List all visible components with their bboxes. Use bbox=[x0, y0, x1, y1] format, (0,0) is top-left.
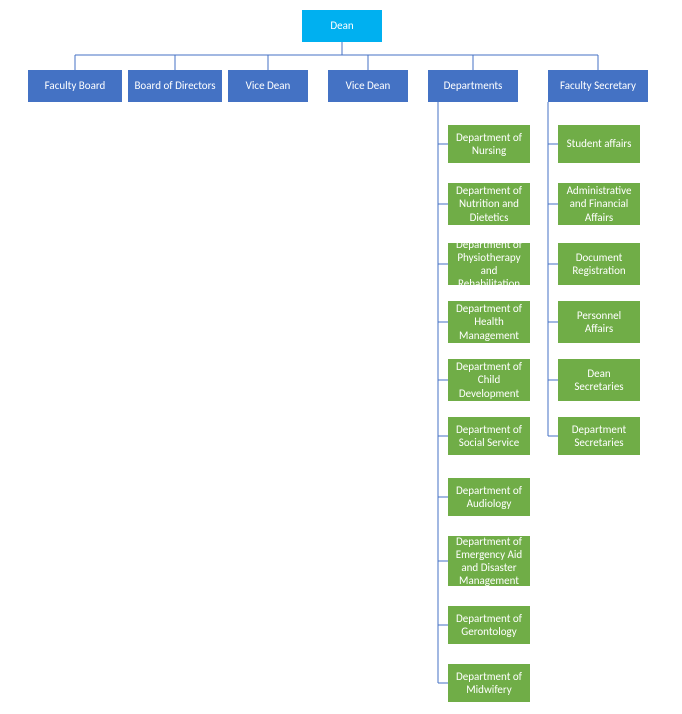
org-node: Department of Gerontology bbox=[448, 606, 530, 644]
org-node: Department of Audiology bbox=[448, 478, 530, 516]
org-node: Department of Nutrition and Dietetics bbox=[448, 183, 530, 225]
org-node: Department of Social Service bbox=[448, 417, 530, 455]
org-node: Administrative and Financial Affairs bbox=[558, 183, 640, 225]
org-node: Vice Dean bbox=[328, 70, 408, 102]
org-node: Board of Directors bbox=[128, 70, 222, 102]
org-node: Document Registration bbox=[558, 243, 640, 285]
org-node: Dean bbox=[302, 10, 382, 42]
org-node: Student affairs bbox=[558, 125, 640, 163]
org-node: Department of Physiotherapy and Rehabili… bbox=[448, 243, 530, 285]
org-node: Faculty Secretary bbox=[548, 70, 648, 102]
org-node: Vice Dean bbox=[228, 70, 308, 102]
connector-lines bbox=[0, 0, 682, 714]
org-node: Personnel Affairs bbox=[558, 301, 640, 343]
org-node: Department of Nursing bbox=[448, 125, 530, 163]
org-node: Departments bbox=[428, 70, 518, 102]
org-node: Dean Secretaries bbox=[558, 359, 640, 401]
org-node: Department of Health Management bbox=[448, 301, 530, 343]
org-node: Faculty Board bbox=[28, 70, 122, 102]
org-node: Department of Midwifery bbox=[448, 664, 530, 702]
org-node: Department of Emergency Aid and Disaster… bbox=[448, 536, 530, 586]
org-node: Department of Child Development bbox=[448, 359, 530, 401]
org-node: Department Secretaries bbox=[558, 417, 640, 455]
